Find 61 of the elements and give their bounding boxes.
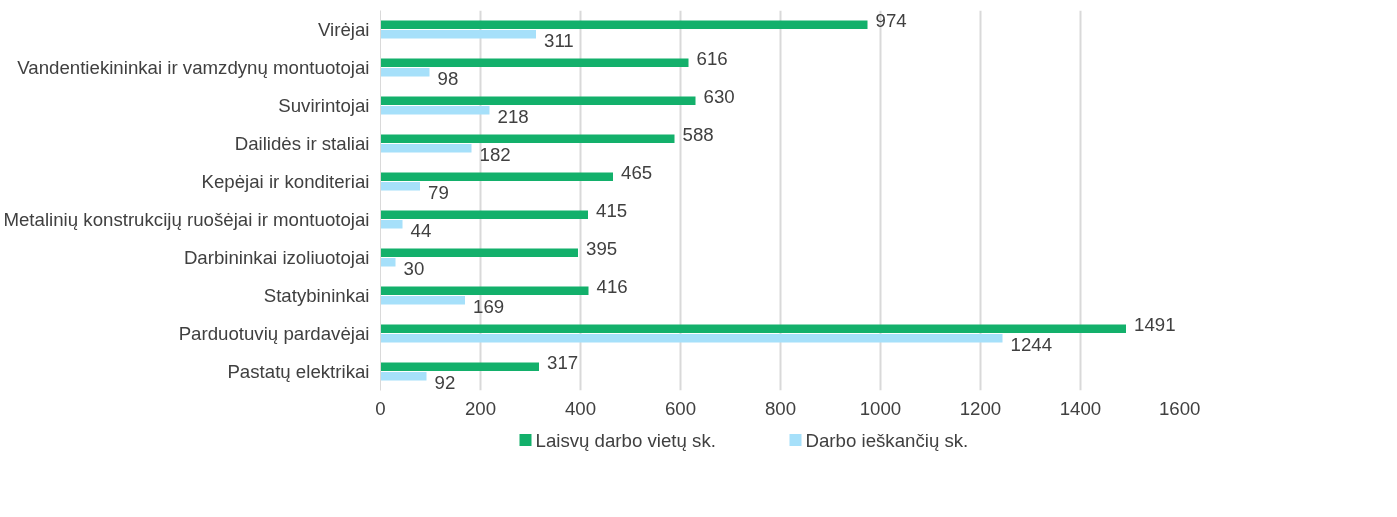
x-tick-label: 600 — [664, 397, 697, 419]
y-tick-label: Pastatų elektrikai — [227, 361, 370, 382]
data-label: 415 — [596, 200, 628, 222]
y-tick-label: Metalinių konstrukcijų ruošėjai ir montuotojai — [3, 209, 370, 230]
bar — [380, 58, 689, 68]
data-label: 182 — [479, 143, 511, 165]
bar — [380, 219, 403, 229]
data-label: 1491 — [1134, 314, 1176, 336]
y-tick-label: Darbininkai izoliuotojai — [183, 247, 370, 268]
data-label: 79 — [428, 181, 449, 203]
bar — [380, 248, 578, 258]
data-label: 1244 — [1010, 333, 1053, 355]
data-label: 395 — [586, 238, 618, 260]
data-label: 169 — [473, 295, 505, 317]
bar — [380, 181, 420, 191]
data-label: 218 — [497, 105, 529, 127]
data-label: 311 — [544, 29, 574, 51]
x-tick-label: 1400 — [1059, 397, 1102, 419]
y-tick-label: Parduotuvių pardavėjai — [178, 323, 370, 344]
legend-label: Darbo ieškančių sk. — [805, 429, 969, 451]
data-label: 416 — [596, 276, 628, 298]
bar — [380, 143, 472, 153]
y-tick-label: Vandentiekininkai ir vamzdynų montuotojai — [17, 57, 370, 78]
data-label: 44 — [410, 219, 432, 241]
bar — [380, 333, 1003, 343]
x-tick-label: 200 — [464, 397, 497, 419]
legend-label: Laisvų darbo vietų sk. — [535, 429, 716, 451]
bar — [380, 20, 868, 30]
x-tick-label: 1000 — [859, 397, 902, 419]
data-label: 98 — [437, 67, 459, 89]
data-label: 630 — [703, 86, 735, 108]
bar — [380, 134, 675, 144]
bar — [380, 29, 536, 39]
bar — [380, 210, 588, 220]
y-tick-label: Kepėjai ir konditeriai — [201, 171, 370, 192]
y-tick-label: Dailidės ir staliai — [234, 133, 370, 154]
bar — [380, 286, 589, 296]
y-tick-label: Suvirintojai — [278, 95, 370, 116]
x-tick-label: 1600 — [1159, 397, 1201, 419]
x-tick-label: 400 — [564, 397, 597, 419]
bar — [380, 362, 539, 372]
bar — [380, 371, 427, 381]
bar — [380, 96, 696, 106]
bar — [380, 172, 613, 182]
bar — [380, 324, 1126, 334]
data-label: 92 — [434, 371, 456, 393]
bar — [380, 67, 430, 77]
data-label: 974 — [875, 10, 907, 32]
bar — [380, 105, 490, 115]
bar — [380, 257, 396, 267]
data-label: 30 — [403, 257, 425, 279]
bar — [380, 295, 465, 305]
data-label: 588 — [682, 124, 714, 146]
y-tick-label: Virėjai — [317, 19, 370, 40]
y-tick-label: Statybininkai — [263, 285, 370, 306]
data-label: 317 — [547, 352, 579, 374]
data-label: 616 — [696, 48, 728, 70]
data-label: 465 — [621, 162, 653, 184]
x-tick-label: 1200 — [959, 397, 1002, 419]
x-tick-label: 800 — [764, 397, 797, 419]
x-tick-label: 0 — [375, 397, 386, 419]
